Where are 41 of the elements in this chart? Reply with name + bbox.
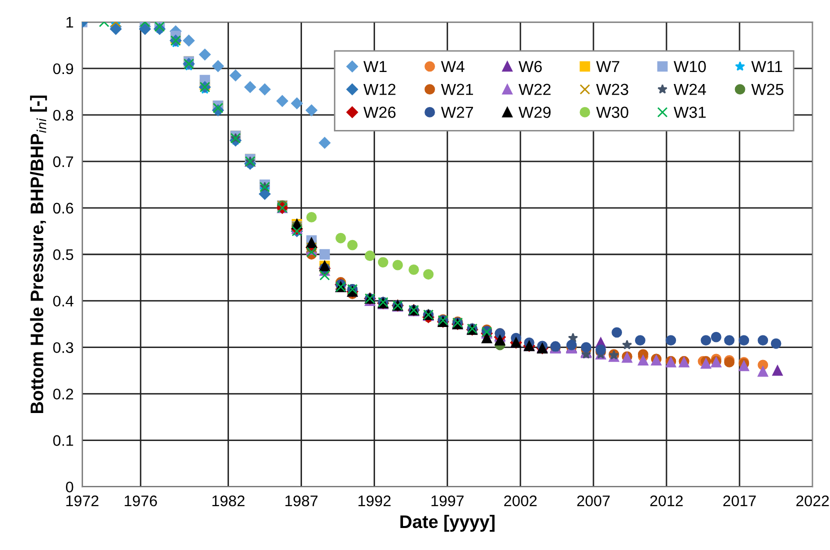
y-tick-label: 0.2 (53, 388, 74, 400)
y-tick-label: 0.1 (53, 435, 74, 446)
x-axis-title: Date [yyyy] (400, 514, 495, 532)
legend-label: W6 (518, 60, 542, 72)
x-tick-label: 1972 (66, 495, 98, 506)
legend-label: W30 (596, 106, 628, 118)
y-tick-label: 0.3 (53, 342, 74, 354)
x-tick-label: 1976 (124, 495, 157, 506)
legend-label: W26 (363, 106, 396, 118)
y-tick-label: 0.5 (53, 249, 74, 260)
x-tick-label: 2022 (796, 495, 829, 506)
x-tick-label: 2017 (723, 495, 756, 506)
legend-label: W25 (751, 84, 784, 96)
y-tick-label: 0.6 (53, 202, 74, 214)
x-tick-label: 1997 (432, 495, 464, 506)
legend-label: W1 (363, 61, 387, 72)
legend-label: W29 (518, 106, 551, 118)
x-tick-label: 1982 (212, 495, 244, 506)
x-tick-label: 2012 (650, 495, 683, 506)
x-tick-label: 1987 (285, 495, 318, 506)
y-tick-label: 0.8 (53, 110, 74, 121)
legend-label: W7 (596, 61, 620, 72)
x-tick-label: 1992 (358, 495, 391, 506)
y-tick-label: 0 (66, 482, 74, 492)
x-tick-label: 2007 (577, 495, 610, 506)
legend-label: W10 (674, 60, 706, 72)
y-axis-title: Bottom Hole Pressure, BHP/BHP$_{ini}$ [-] (30, 96, 47, 414)
y-tick-label: 0.4 (53, 296, 74, 307)
legend-label: W4 (441, 61, 464, 72)
y-tick-label: 1 (66, 17, 74, 28)
legend-label: W23 (596, 84, 628, 96)
legend-label: W31 (674, 106, 706, 118)
legend-label: W24 (674, 84, 706, 95)
legend-label: W27 (441, 106, 473, 118)
x-tick-label: 2002 (504, 495, 537, 506)
legend-label: W22 (518, 84, 551, 95)
legend-label: W21 (441, 84, 474, 95)
y-tick-label: 0.9 (53, 63, 74, 74)
legend-label: W12 (363, 84, 396, 95)
legend-label: W11 (751, 61, 782, 72)
y-tick-label: 0.7 (53, 156, 74, 168)
